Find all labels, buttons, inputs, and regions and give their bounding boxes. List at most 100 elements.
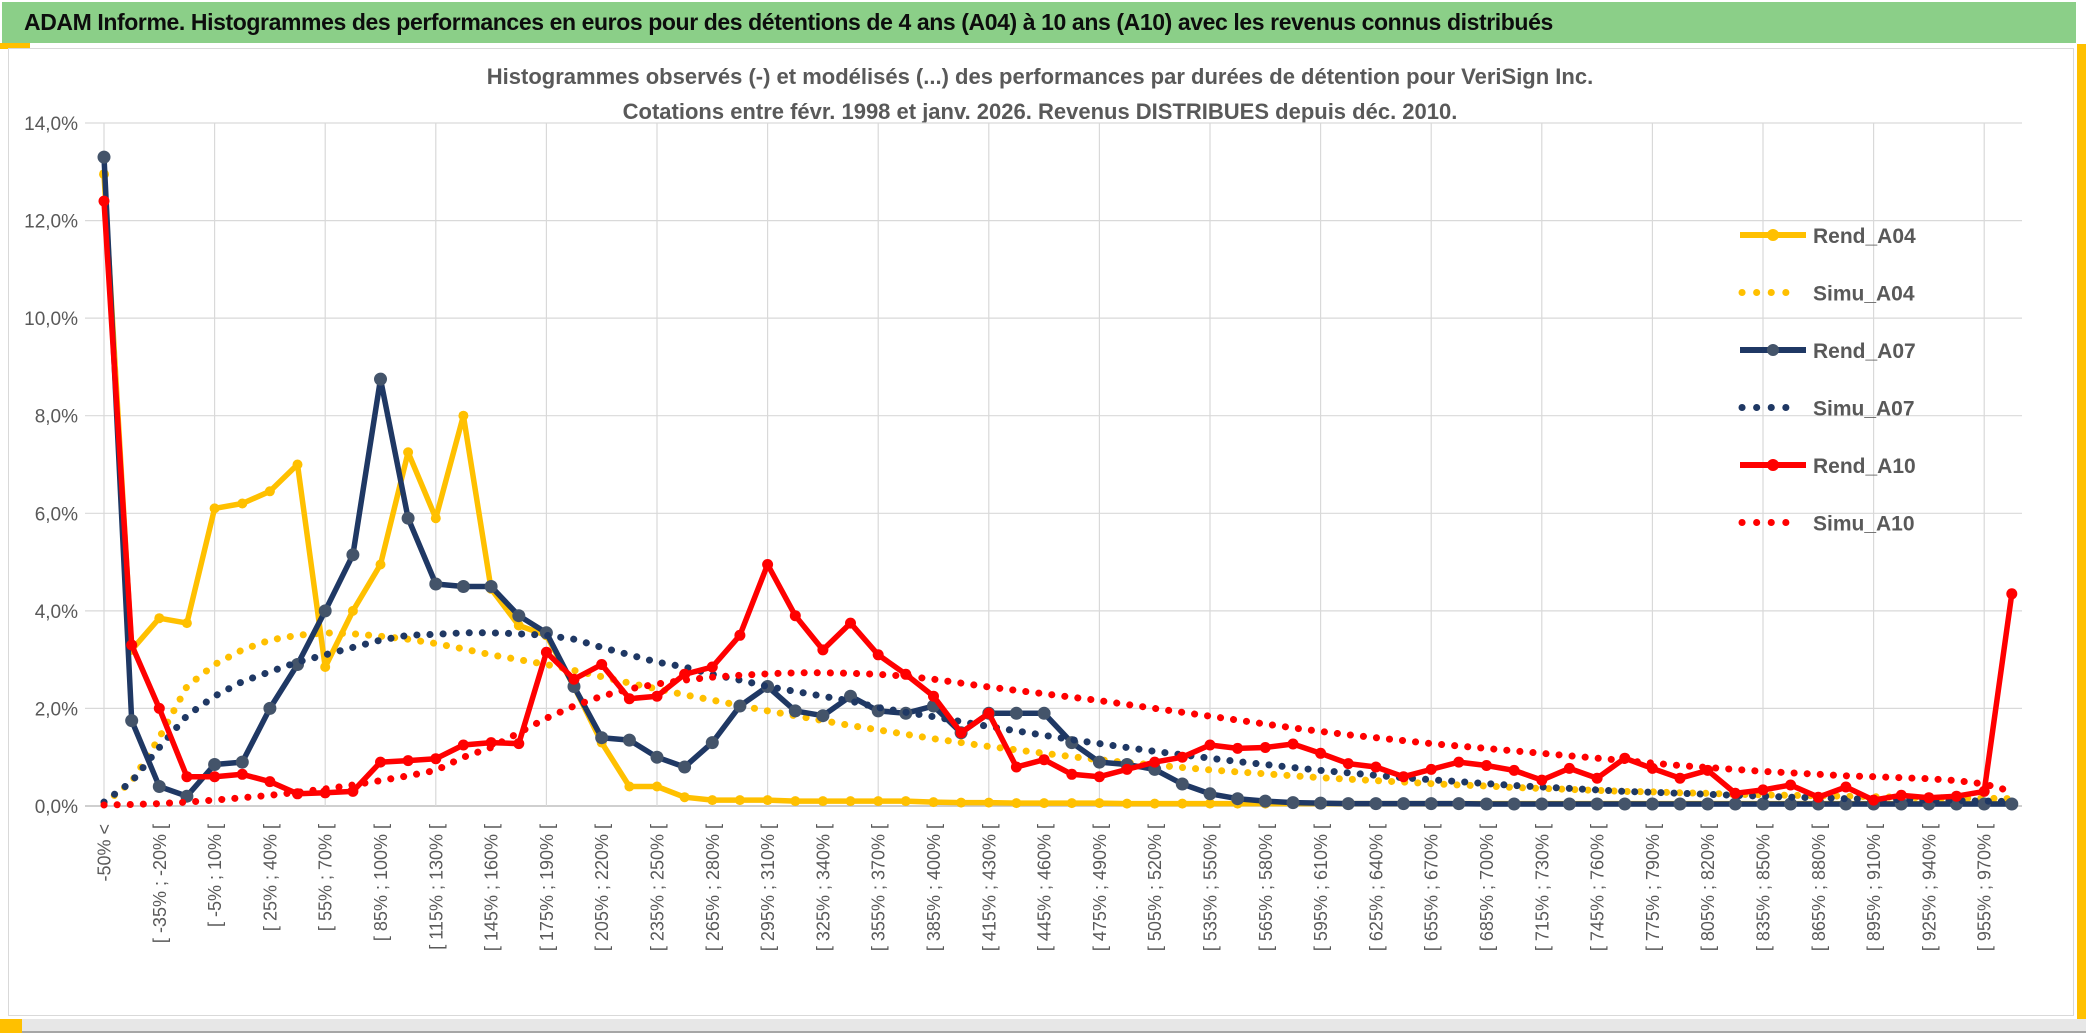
data-point <box>1092 755 1106 769</box>
data-point <box>1562 797 1576 811</box>
data-point <box>154 613 165 624</box>
data-point <box>733 699 747 713</box>
data-point <box>789 610 801 622</box>
data-point <box>623 693 635 705</box>
data-point <box>1507 797 1521 811</box>
data-point <box>1038 754 1050 766</box>
chart-frame[interactable] <box>8 48 2074 1016</box>
data-point <box>97 150 111 164</box>
data-point <box>596 659 608 670</box>
data-point <box>402 755 414 767</box>
legend-marker-icon <box>1767 344 1779 356</box>
legend-item-Simu_A07[interactable]: Simu_A07 <box>1738 398 1915 421</box>
x-tick-label: [ 745% ; 760% [ <box>1588 824 1608 951</box>
x-tick-label: [ -5% ; 10% [ <box>205 824 225 927</box>
chart-title: Histogrammes observés (-) et modélisés (… <box>487 64 1593 89</box>
data-point <box>705 736 719 750</box>
data-point <box>209 503 220 514</box>
x-tick-label: [ 475% ; 490% [ <box>1090 824 1110 951</box>
data-point <box>1701 797 1715 811</box>
series-Simu_A07[interactable] <box>100 629 2016 806</box>
data-point <box>237 498 248 509</box>
data-point <box>236 768 248 780</box>
gold-accent-right-border <box>2077 44 2086 1031</box>
x-tick-label: -50% < <box>95 824 115 882</box>
data-point <box>1453 756 1465 768</box>
data-point <box>209 771 221 783</box>
y-tick-label: 4,0% <box>35 602 78 623</box>
legend-label: Simu_A04 <box>1813 283 1915 306</box>
x-tick-label: [ 25% ; 40% [ <box>260 824 280 931</box>
data-point <box>1149 756 1161 768</box>
x-tick-label: [ 595% ; 610% [ <box>1311 824 1331 951</box>
data-point <box>1756 797 1770 811</box>
data-point <box>1535 797 1549 811</box>
legend-item-Rend_A07[interactable]: Rend_A07 <box>1740 340 1916 363</box>
x-tick-label: [ 145% ; 160% [ <box>482 824 502 951</box>
y-tick-label: 14,0% <box>24 114 78 135</box>
x-axis-labels: -50% < [ -35% ; -20% [[ -5% ; 10% [[ 25% … <box>95 824 1995 951</box>
data-point <box>983 707 995 719</box>
data-point <box>1424 797 1438 811</box>
data-point <box>403 447 414 458</box>
data-point <box>430 513 441 524</box>
data-point <box>430 753 442 765</box>
data-point <box>347 785 359 797</box>
data-point <box>706 661 718 673</box>
x-tick-label: [ 85% ; 100% [ <box>371 824 391 941</box>
report-header: ADAM Informe. Histogrammes des performan… <box>2 2 2076 43</box>
x-tick-label: [ 445% ; 460% [ <box>1035 824 1055 951</box>
legend-item-Rend_A10[interactable]: Rend_A10 <box>1740 455 1916 478</box>
x-tick-label: [ 535% ; 550% [ <box>1201 824 1221 951</box>
data-point <box>1785 779 1797 791</box>
data-point <box>1315 747 1327 759</box>
data-point <box>1452 797 1466 811</box>
series-Rend_A04[interactable] <box>99 169 2017 809</box>
data-point <box>456 580 470 593</box>
gridlines <box>85 122 2022 807</box>
data-point <box>458 410 469 421</box>
series-Rend_A10[interactable] <box>98 195 2018 806</box>
x-tick-label: [ 415% ; 430% [ <box>979 824 999 951</box>
x-tick-label: [ 955% ; 970% [ <box>1975 824 1995 951</box>
data-point <box>1011 798 1022 809</box>
data-point <box>1840 781 1852 793</box>
data-point <box>513 738 525 750</box>
data-point <box>650 750 664 764</box>
data-point <box>734 795 745 806</box>
data-point <box>652 781 662 792</box>
data-point <box>928 797 939 808</box>
data-point <box>1066 768 1078 780</box>
data-point <box>1480 797 1493 811</box>
x-tick-label: [ 175% ; 190% [ <box>537 824 557 951</box>
data-point <box>845 617 856 629</box>
data-point <box>790 796 801 807</box>
legend-item-Simu_A10[interactable]: Simu_A10 <box>1738 513 1915 536</box>
series-Simu_A04[interactable] <box>100 629 2016 808</box>
series-Rend_A07[interactable] <box>97 150 2019 811</box>
data-point <box>762 795 773 806</box>
legend-item-Rend_A04[interactable]: Rend_A04 <box>1740 225 1916 248</box>
legend-label: Simu_A10 <box>1813 513 1915 536</box>
data-point <box>678 760 692 774</box>
data-point <box>401 511 415 525</box>
data-point <box>928 690 939 702</box>
legend[interactable]: Rend_A04 Simu_A04 Rend_A07 Simu_A07 Rend_A10… <box>1738 225 1916 536</box>
x-tick-label: [ 715% ; 730% [ <box>1532 824 1552 951</box>
data-point <box>816 709 830 723</box>
data-point <box>1895 789 1907 801</box>
data-point <box>208 758 222 771</box>
data-point <box>375 559 386 570</box>
x-tick-label: [ 505% ; 520% [ <box>1145 824 1165 951</box>
x-tick-label: [ 865% ; 880% [ <box>1809 824 1829 951</box>
legend-item-Simu_A04[interactable]: Simu_A04 <box>1738 283 1915 306</box>
data-point <box>1397 797 1410 811</box>
data-point <box>1259 742 1271 753</box>
bottom-strip <box>0 1019 2086 1033</box>
y-tick-label: 8,0% <box>35 407 78 428</box>
data-point <box>1232 742 1244 754</box>
data-point <box>817 796 828 807</box>
data-point <box>817 644 829 656</box>
data-point <box>264 776 276 788</box>
